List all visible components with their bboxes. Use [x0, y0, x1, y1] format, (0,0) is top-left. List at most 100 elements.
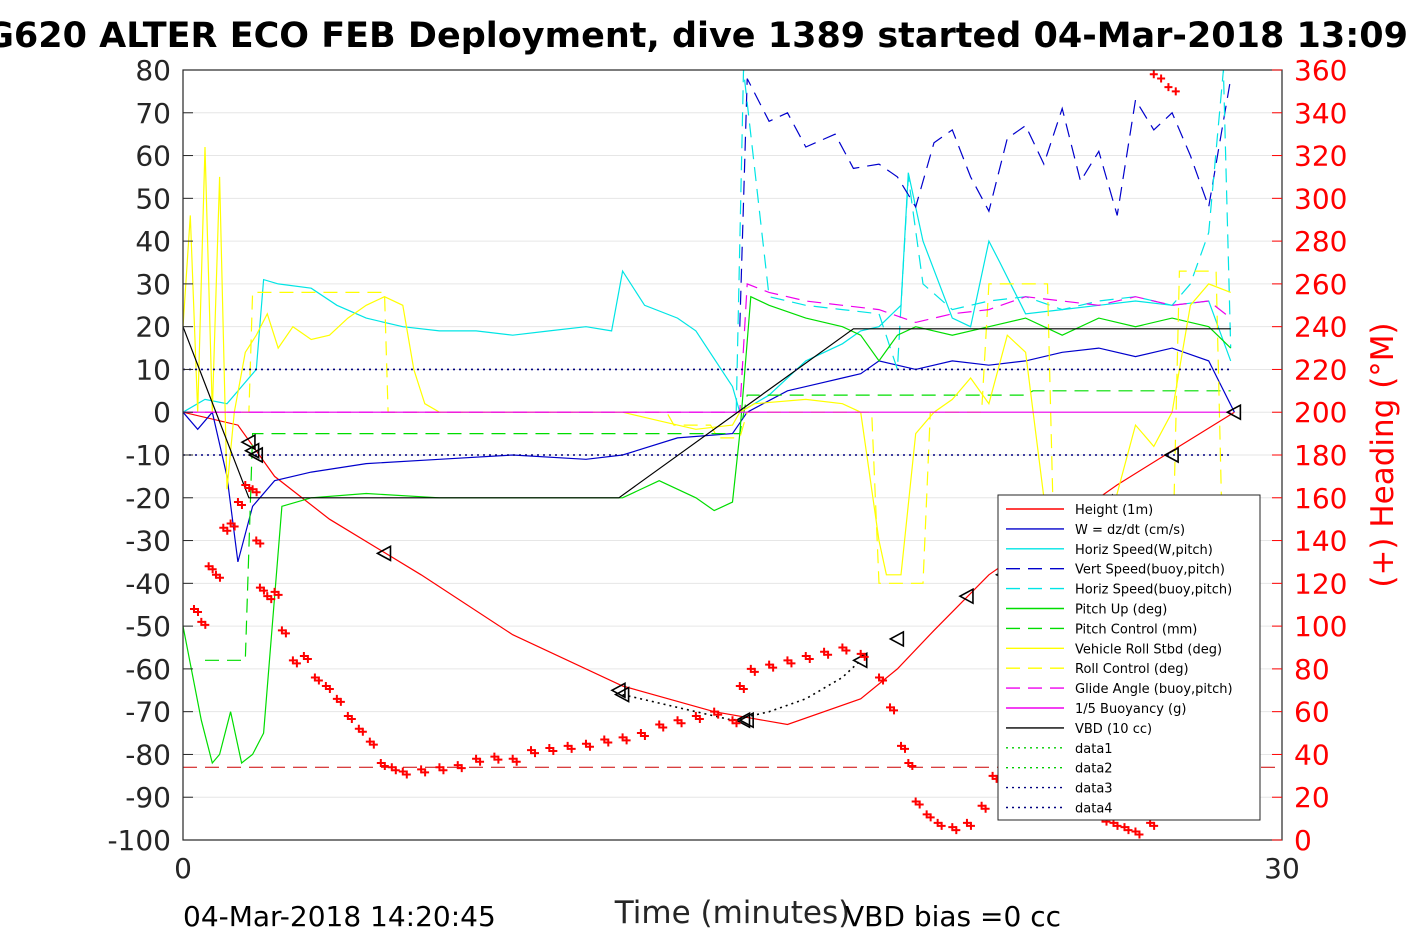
heading-point: [787, 659, 796, 668]
heading-point: [201, 620, 210, 629]
heading-point: [1157, 74, 1166, 83]
heading-point: [531, 749, 540, 758]
heading-point: [421, 768, 430, 777]
heading-point: [369, 740, 378, 749]
heading-point: [248, 485, 257, 494]
heading-point: [739, 685, 748, 693]
y2-tick-label: 340: [1294, 97, 1347, 130]
heading-point: [908, 762, 917, 770]
y-tick-label: -30: [125, 525, 171, 558]
legend-label: data3: [1075, 782, 1113, 797]
heading-point: [226, 519, 235, 528]
heading-point: [267, 595, 276, 604]
heading-point: [208, 565, 217, 574]
heading-point: [604, 738, 613, 747]
heading-point: [886, 703, 895, 712]
heading-point: [805, 655, 814, 664]
heading-point: [981, 804, 990, 813]
heading-point: [380, 762, 389, 770]
heading-point: [695, 714, 704, 723]
legend: Height (1m) W = dz/dt (cm/s) Horiz Speed(W…: [997, 494, 1261, 821]
heading-point: [600, 735, 609, 744]
legend-label: Roll Control (deg): [1075, 662, 1189, 677]
heading-point: [252, 488, 261, 497]
y2-axis-label: (+) Heading (°M): [1365, 322, 1401, 587]
y2-tick-label: 40: [1294, 738, 1330, 771]
legend-label: Horiz Speed(W,pitch): [1075, 543, 1213, 558]
y-tick-label: -60: [125, 653, 171, 686]
heading-point: [490, 752, 499, 761]
height-marker: [375, 545, 392, 562]
y2-tick-label: 300: [1294, 182, 1347, 215]
heading-point: [1113, 821, 1122, 830]
heading-point: [622, 736, 631, 745]
heading-point: [966, 821, 975, 830]
vbd-bias-label: VBD bias =0 cc: [845, 900, 1061, 933]
heading-point: [677, 719, 686, 728]
heading-point: [545, 744, 554, 753]
y2-tick-label: 0: [1294, 824, 1312, 857]
x-tick-label: 0: [174, 852, 192, 885]
heading-point: [820, 647, 829, 656]
heading-point: [567, 744, 576, 753]
height-marker: [888, 630, 905, 648]
height-marker: [247, 446, 264, 464]
series-line-4: [735, 69, 1232, 413]
y2-tick-label: 100: [1294, 610, 1347, 643]
legend-label: Vert Speed(buoy,pitch): [1075, 563, 1225, 578]
y-tick-label: -50: [125, 610, 171, 643]
y-tick-label: -40: [125, 567, 171, 600]
legend-label: data2: [1075, 762, 1113, 777]
legend-label: Glide Angle (buoy,pitch): [1075, 682, 1233, 697]
heading-point: [585, 742, 594, 751]
heading-point: [457, 764, 466, 773]
heading-point: [292, 659, 301, 668]
heading-point: [204, 562, 213, 571]
y2-tick-label: 140: [1294, 525, 1347, 558]
height-marker: [734, 711, 751, 729]
y-tick-label: -80: [125, 738, 171, 771]
height-marker: [1163, 446, 1179, 464]
heading-point: [391, 766, 400, 775]
heading-point: [937, 821, 946, 830]
legend-label: Height (1m): [1075, 503, 1153, 518]
heading-point: [926, 813, 935, 822]
y2-tick-label: 280: [1294, 225, 1347, 258]
heading-point: [901, 744, 910, 753]
heading-point: [750, 667, 759, 676]
series-line-6: [205, 390, 1231, 661]
heading-point: [347, 714, 356, 723]
y-tick-label: 30: [135, 268, 171, 301]
heading-point: [962, 818, 971, 827]
height-marker: [1225, 403, 1242, 421]
heading-point: [659, 723, 668, 732]
heading-point: [860, 652, 869, 661]
heading-point: [1171, 87, 1180, 96]
heading-point: [358, 727, 367, 736]
y-tick-label: -70: [125, 696, 171, 729]
height-marker: [613, 686, 630, 703]
heading-point: [494, 755, 503, 764]
legend-label: Vehicle Roll Stbd (deg): [1075, 642, 1222, 657]
series-line-16: [622, 659, 862, 722]
heading-point: [1135, 830, 1144, 839]
end-time-label: 04-Mar-2018 14:20:45: [183, 900, 496, 933]
y-tick-label: 20: [135, 311, 171, 344]
heading-point: [281, 629, 290, 638]
legend-label: 1/5 Buoyancy (g): [1075, 702, 1186, 717]
y-tick-label: 60: [135, 140, 171, 173]
y2-tick-label: 200: [1294, 396, 1347, 429]
heading-point: [824, 650, 833, 659]
heading-point: [230, 522, 239, 531]
y-tick-label: 50: [135, 182, 171, 215]
heading-point: [274, 590, 283, 599]
y-tick-label: -90: [125, 781, 171, 814]
heading-point: [512, 757, 521, 766]
heading-point: [952, 826, 961, 835]
heading-point: [256, 539, 265, 548]
series-line-2: [182, 172, 1232, 414]
series-line-5: [182, 295, 1232, 765]
heading-point: [897, 741, 906, 750]
heading-point: [303, 655, 312, 664]
heading-point: [842, 646, 851, 655]
